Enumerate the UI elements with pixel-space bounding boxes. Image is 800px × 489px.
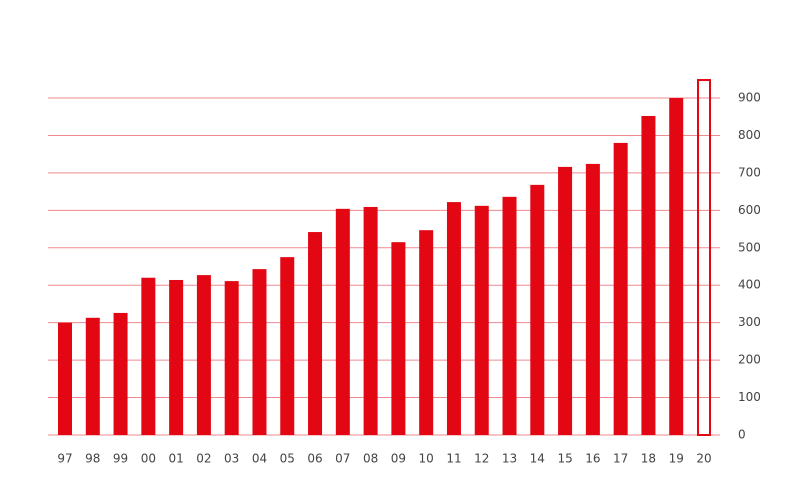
bar [641, 115, 656, 436]
x-tick-label: 09 [391, 452, 406, 466]
x-tick-label: 01 [168, 452, 183, 466]
bar [196, 275, 211, 435]
x-tick-label: 98 [85, 452, 100, 466]
x-tick-label: 06 [307, 452, 322, 466]
x-tick-label: 13 [502, 452, 517, 466]
bar [474, 205, 489, 435]
bar [363, 206, 378, 435]
x-tick-label: 12 [474, 452, 489, 466]
bar [308, 232, 323, 435]
y-tick-label: 0 [738, 428, 746, 442]
y-tick-label: 100 [738, 390, 761, 404]
y-tick-label: 200 [738, 353, 761, 367]
bar [113, 312, 128, 435]
bar [697, 79, 711, 436]
x-tick-label: 04 [252, 452, 267, 466]
bar [558, 166, 573, 436]
y-tick-label: 800 [738, 128, 761, 142]
x-tick-label: 07 [335, 452, 350, 466]
x-tick-label: 20 [696, 452, 711, 466]
y-tick-label: 700 [738, 165, 761, 179]
x-tick-label: 17 [613, 452, 628, 466]
bar [169, 279, 184, 435]
bar [669, 98, 684, 435]
bar [585, 163, 600, 435]
bar [391, 242, 406, 435]
y-tick-label: 500 [738, 240, 761, 254]
bar [530, 184, 545, 435]
x-tick-label: 10 [419, 452, 434, 466]
bar [85, 317, 100, 435]
bar [419, 230, 434, 435]
x-tick-label: 97 [57, 452, 72, 466]
x-tick-label: 18 [641, 452, 656, 466]
x-tick-label: 15 [557, 452, 572, 466]
x-tick-label: 00 [141, 452, 156, 466]
x-tick-label: 05 [280, 452, 295, 466]
y-tick-label: 600 [738, 203, 761, 217]
bar [335, 208, 350, 435]
x-tick-label: 99 [113, 452, 128, 466]
x-tick-label: 03 [224, 452, 239, 466]
x-tick-label: 11 [446, 452, 461, 466]
y-tick-label: 900 [738, 91, 761, 105]
bar [252, 269, 267, 435]
x-tick-label: 02 [196, 452, 211, 466]
bar [446, 202, 461, 435]
x-tick-label: 16 [585, 452, 600, 466]
x-tick-label: 19 [669, 452, 684, 466]
bar [502, 196, 517, 435]
bar [141, 277, 156, 435]
x-tick-label: 14 [530, 452, 545, 466]
y-tick-label: 300 [738, 315, 761, 329]
bar [58, 322, 72, 435]
y-tick-label: 400 [738, 278, 761, 292]
bar [613, 142, 628, 435]
x-tick-label: 08 [363, 452, 378, 466]
bar [224, 281, 239, 435]
bar [280, 257, 295, 435]
